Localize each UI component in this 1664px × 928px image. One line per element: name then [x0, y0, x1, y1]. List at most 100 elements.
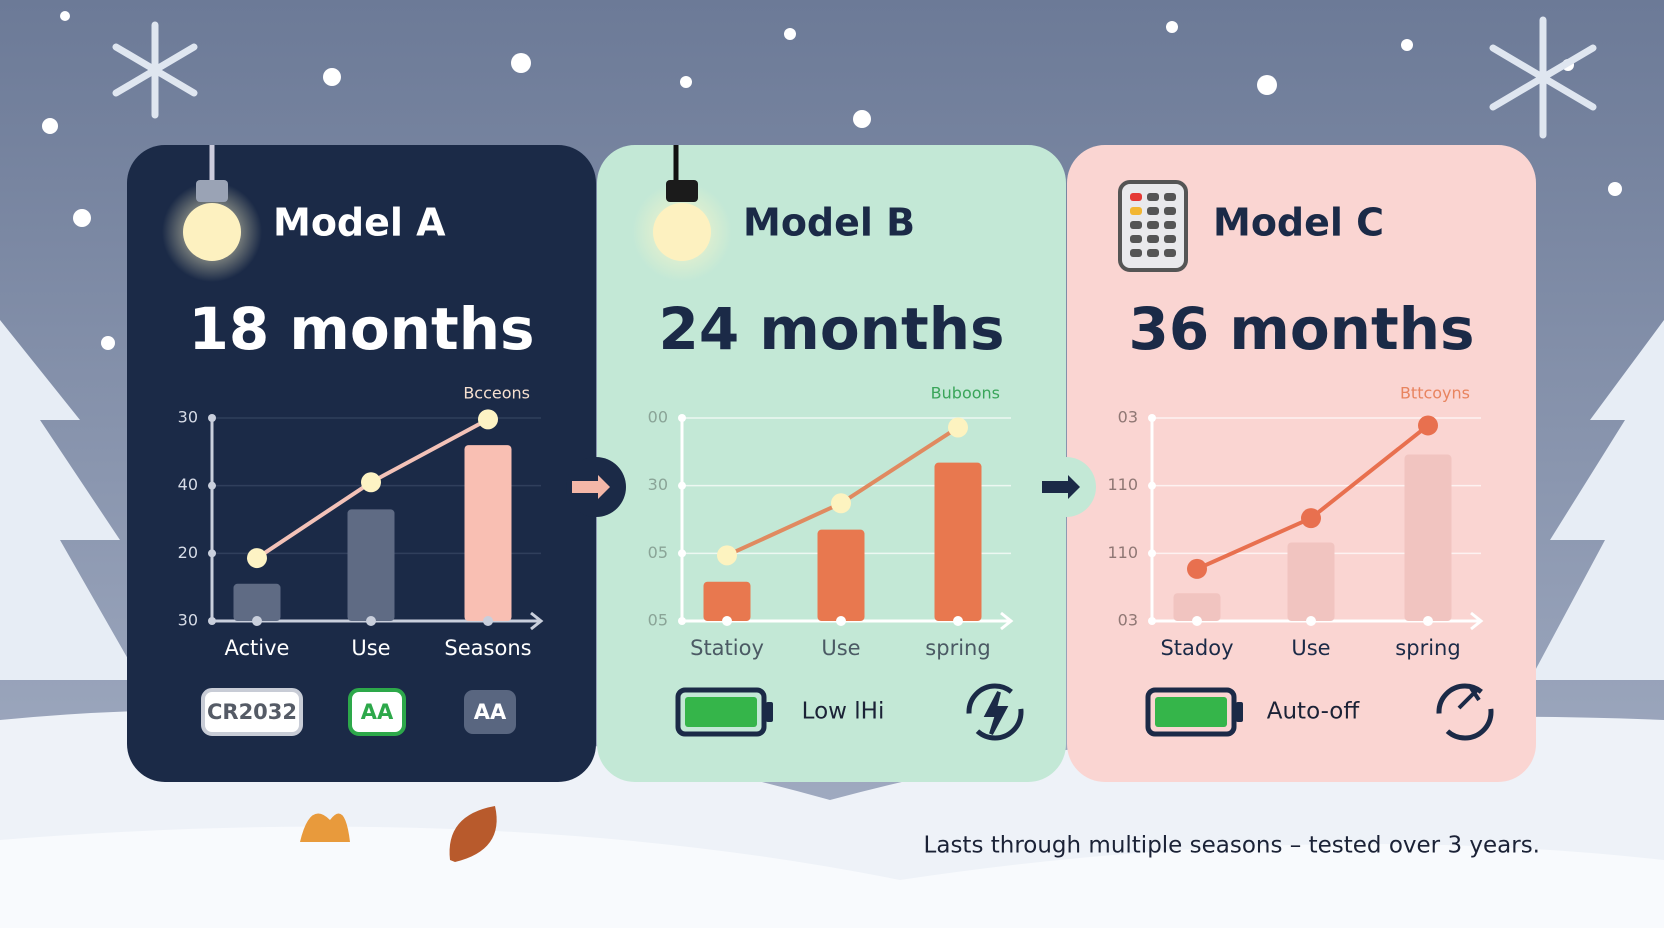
connector-arrow: [1042, 475, 1080, 499]
battery-level: [685, 697, 757, 727]
x-tick-mark: [1192, 616, 1202, 626]
y-tick-label: 03: [1118, 408, 1138, 427]
footer: Lasts through multiple seasons – tested …: [924, 833, 1540, 859]
battery-badge: [464, 690, 516, 734]
bar: [1173, 593, 1221, 621]
bar: [703, 581, 751, 621]
card-headline: 36 months: [1128, 295, 1474, 363]
y-tick-label: 20: [178, 543, 198, 562]
feature-label: Low lHi: [802, 699, 885, 725]
remote-key: [1147, 207, 1159, 215]
bar: [817, 529, 865, 621]
remote-key: [1147, 221, 1159, 229]
bulb-cap: [196, 180, 228, 202]
bulb: [653, 203, 711, 261]
feature-label: Auto-off: [1267, 699, 1361, 725]
point: [717, 545, 737, 566]
remote-key: [1164, 249, 1176, 257]
card: [127, 145, 596, 782]
battery-badge-label: CR2032: [207, 700, 297, 724]
y-tick-label: 03: [1118, 611, 1138, 630]
point: [478, 409, 498, 430]
feature-glyph: [983, 691, 1009, 735]
legend-label: Buboons: [931, 384, 1000, 403]
battery-icon: [675, 687, 767, 737]
point: [247, 548, 267, 569]
remote-key: [1130, 235, 1142, 243]
battery-badge-label: AA: [361, 700, 394, 724]
point: [1418, 415, 1438, 436]
remote-key: [1164, 207, 1176, 215]
remote-key: [1147, 235, 1159, 243]
battery-level: [1155, 697, 1227, 727]
card: [1067, 145, 1536, 782]
battery-badge-label: AA: [474, 700, 507, 724]
x-tick-label: Seasons: [444, 636, 531, 660]
leaf: [300, 813, 350, 842]
bar: [1404, 454, 1452, 621]
legend-label: Bcceons: [463, 384, 530, 403]
y-tick-label: 30: [178, 408, 198, 427]
x-tick-mark: [483, 616, 493, 626]
x-tick-label: Stadoy: [1160, 636, 1233, 660]
x-tick-mark: [366, 616, 376, 626]
y-tick-label: 110: [1107, 475, 1138, 494]
bar: [347, 509, 395, 621]
feature-icon: [1436, 683, 1494, 741]
feature-icon: [966, 683, 1024, 741]
y-tick-label: 110: [1107, 543, 1138, 562]
x-tick-label: spring: [1395, 636, 1460, 660]
remote-key: [1130, 193, 1142, 201]
bar: [934, 462, 982, 621]
remote-key: [1130, 207, 1142, 215]
remote-key: [1147, 249, 1159, 257]
battery-icon: [1145, 687, 1237, 737]
y-tick-label: 30: [178, 611, 198, 630]
remote-key: [1130, 221, 1142, 229]
x-tick-label: Use: [351, 636, 390, 660]
x-tick-mark: [252, 616, 262, 626]
x-tick-mark: [1423, 616, 1433, 626]
remote-key: [1164, 235, 1176, 243]
y-tick-label: 30: [648, 475, 668, 494]
card-headline: 24 months: [658, 295, 1004, 363]
bulb: [183, 203, 241, 261]
bar: [1287, 542, 1335, 621]
x-tick-label: Active: [225, 636, 290, 660]
x-axis-arrow: [530, 611, 544, 631]
battery-cap: [1236, 702, 1243, 722]
x-tick-mark: [836, 616, 846, 626]
battery-cap: [766, 702, 773, 722]
remote-key: [1147, 193, 1159, 201]
card-headline: 18 months: [188, 295, 534, 363]
card-title: Model B: [743, 201, 915, 245]
bar: [464, 445, 512, 621]
legend-label: Bttcoyns: [1400, 384, 1470, 403]
y-tick-label: 40: [178, 475, 198, 494]
x-tick-mark: [1306, 616, 1316, 626]
x-tick-label: Use: [1291, 636, 1330, 660]
card: [597, 145, 1066, 782]
x-tick-label: spring: [925, 636, 990, 660]
x-axis-arrow: [1470, 611, 1484, 631]
card-title: Model C: [1213, 201, 1384, 245]
battery-badge: [201, 688, 303, 736]
bulb-cap: [666, 180, 698, 202]
y-tick-label: 05: [648, 611, 668, 630]
y-tick-label: 00: [648, 408, 668, 427]
point: [831, 493, 851, 514]
connector-arrow: [572, 475, 610, 499]
x-tick-label: Statioy: [690, 636, 764, 660]
bar: [233, 583, 281, 621]
remote-key: [1130, 249, 1142, 257]
leaf: [449, 806, 497, 862]
point: [361, 472, 381, 493]
snow-ground: [0, 826, 1664, 928]
x-tick-mark: [953, 616, 963, 626]
point: [1187, 558, 1207, 579]
remote-key: [1164, 221, 1176, 229]
snowflakes: [112, 16, 1597, 139]
battery-badge: [348, 688, 406, 736]
y-tick-label: 05: [648, 543, 668, 562]
